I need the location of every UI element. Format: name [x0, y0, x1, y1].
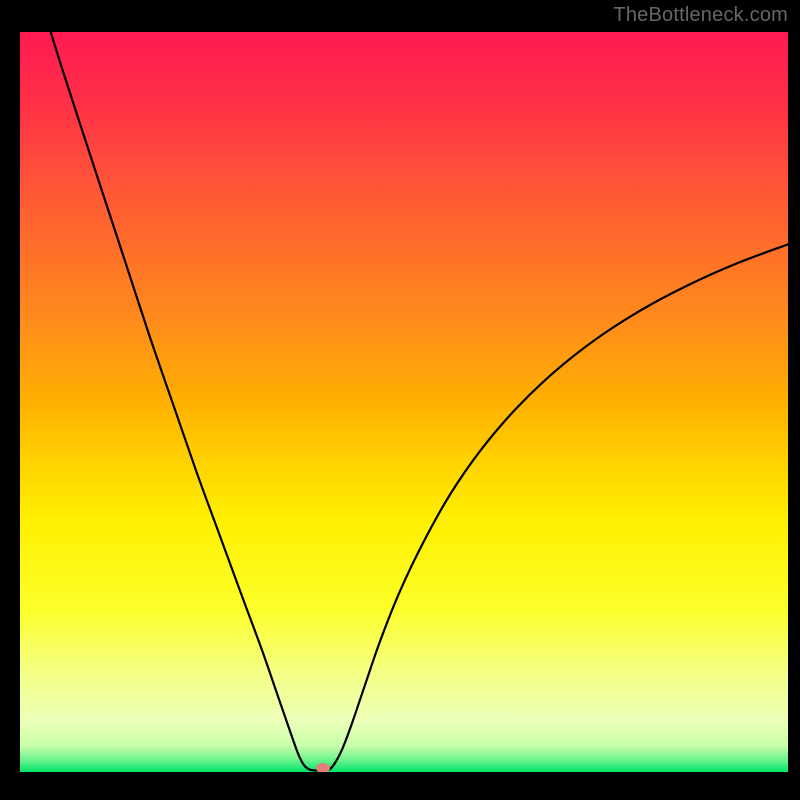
plot-frame — [20, 32, 788, 772]
watermark-text: TheBottleneck.com — [613, 4, 788, 27]
bottleneck-curve — [20, 32, 788, 772]
plot-area — [20, 32, 788, 772]
optimum-marker — [316, 763, 330, 772]
